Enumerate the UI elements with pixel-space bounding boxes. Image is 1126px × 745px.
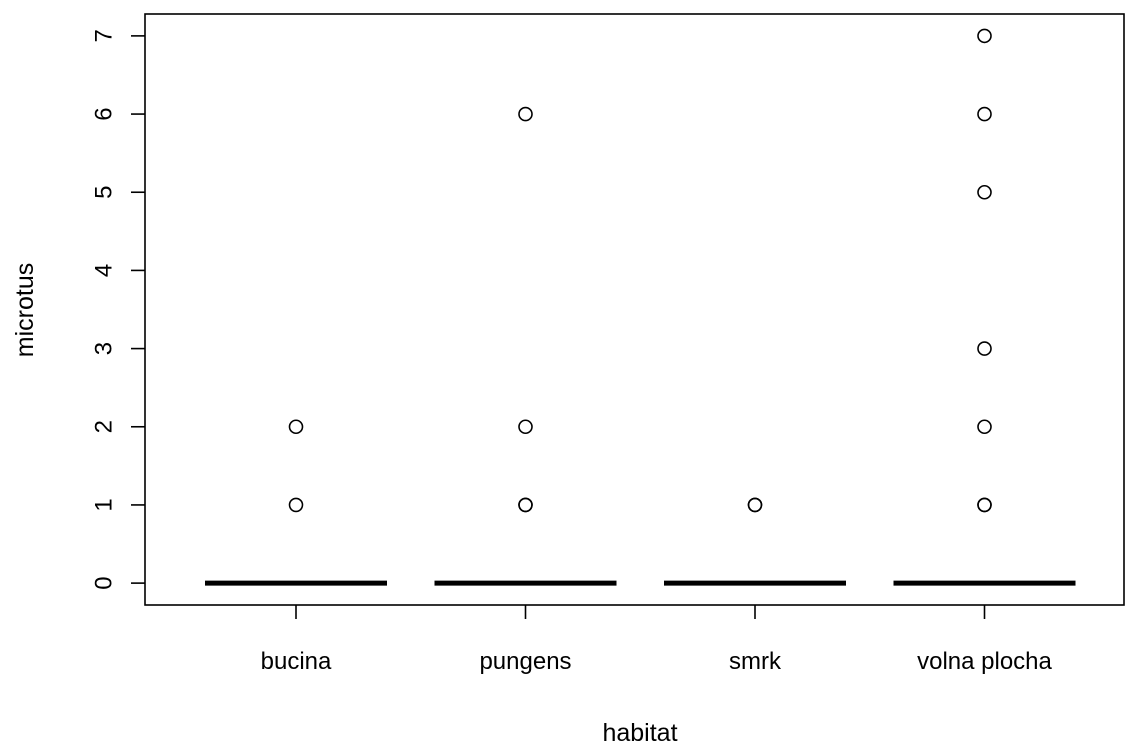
outlier-point: [977, 28, 992, 44]
y-axis-title: microtus: [11, 263, 39, 357]
y-tick-label: 0: [90, 576, 117, 589]
outlier-point: [977, 419, 992, 435]
y-tick-label: 4: [90, 264, 117, 277]
outlier-point: [747, 497, 763, 513]
x-category-label: volna plocha: [917, 648, 1052, 675]
outlier-point: [518, 497, 533, 513]
outlier-point: [977, 341, 992, 356]
x-category-label: bucina: [261, 648, 332, 675]
y-tick-label: 6: [90, 107, 117, 120]
outlier-point: [288, 497, 304, 513]
y-tick-label: 7: [90, 29, 117, 42]
outlier-point: [977, 184, 992, 200]
outlier-point: [977, 106, 992, 122]
outlier-point: [977, 497, 992, 513]
y-tick-label: 3: [90, 342, 117, 355]
x-category-label: pungens: [479, 648, 571, 675]
y-tick-label: 1: [90, 498, 117, 511]
x-category-label: smrk: [729, 648, 782, 675]
plot-layer: 0 1 2 3 4 5 6 7 bucina pungens smrk volna plocha: [90, 13, 1125, 675]
outlier-point: [518, 419, 533, 435]
y-tick-label: 5: [90, 186, 117, 199]
y-tick-label: 2: [90, 420, 117, 433]
x-axis-title: habitat: [602, 719, 677, 745]
outlier-point: [518, 106, 533, 122]
outlier-point: [288, 419, 304, 435]
plot-frame: [144, 13, 1125, 606]
